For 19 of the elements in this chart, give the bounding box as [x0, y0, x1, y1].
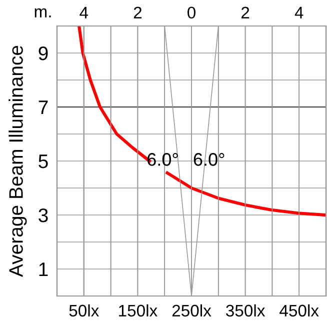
y-tick-label: 5 [38, 154, 48, 168]
x-tick-label: 350lx [226, 304, 266, 317]
x2-tick-label: 2 [242, 6, 250, 18]
x2-tick-label: 2 [134, 6, 142, 18]
x-tick-label: 150lx [119, 304, 158, 317]
x-tick-label: 50lx [69, 304, 100, 317]
x-tick-label: 250lx [172, 304, 212, 317]
annotation: 6.0° [194, 153, 224, 166]
y-tick-label: 3 [38, 208, 48, 222]
x2-tick-label: 4 [80, 6, 88, 18]
x-tick-label: 450lx [280, 304, 319, 317]
annotation: 6.0° [148, 153, 178, 166]
x2-tick-label: 0 [188, 6, 196, 19]
x2-axis-title: m. [34, 8, 51, 18]
y-axis-title: Average Beam Illuminance [8, 46, 27, 277]
y-tick-label: 1 [39, 262, 48, 276]
y-tick-label: 9 [38, 46, 48, 60]
y-tick-label: 7 [38, 100, 48, 114]
x2-tick-label: 4 [294, 6, 304, 18]
